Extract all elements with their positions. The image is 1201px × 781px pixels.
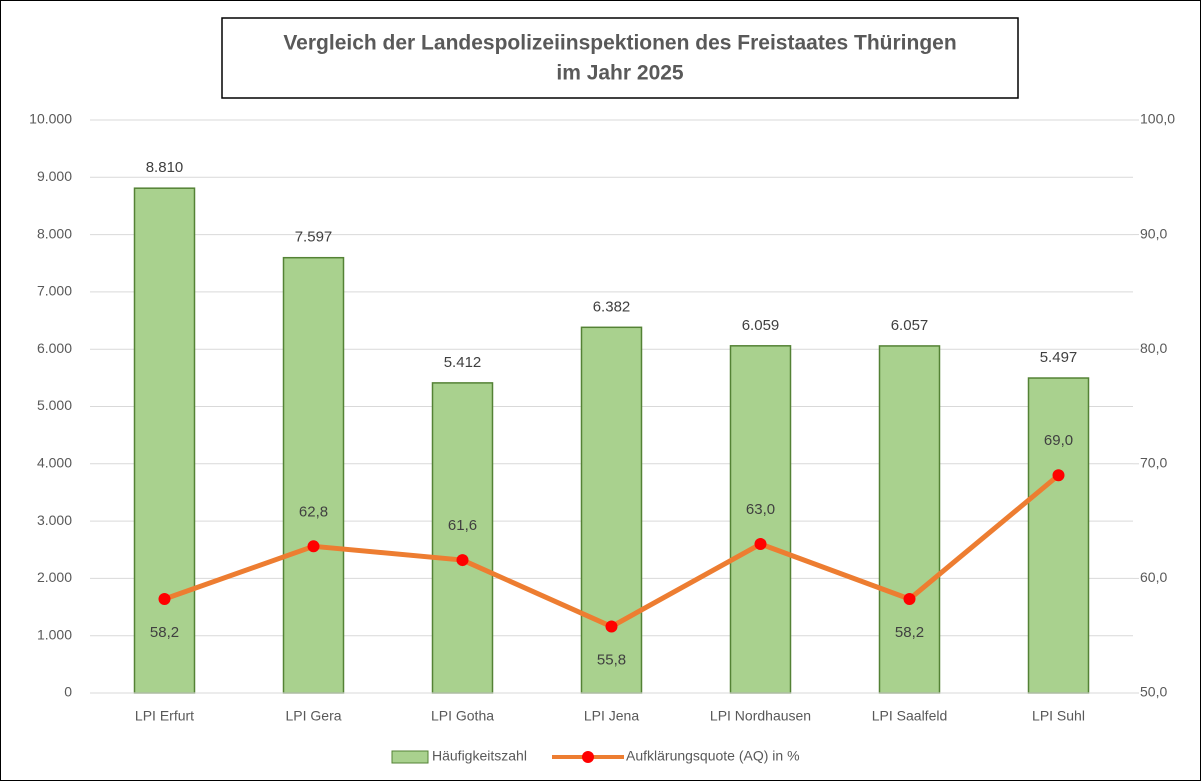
y-tick-label: 9.000	[37, 168, 72, 184]
line-marker	[158, 593, 171, 606]
y2-tick-label: 100,0	[1140, 111, 1175, 127]
x-tick-label: LPI Erfurt	[135, 708, 194, 724]
y-tick-label: 8.000	[37, 225, 72, 241]
data-label: 8.810	[146, 159, 184, 176]
y-tick-label: 2.000	[37, 569, 72, 585]
y-tick-label: 5.000	[37, 397, 72, 413]
x-tick-label: LPI Suhl	[1032, 708, 1085, 724]
legend-swatch	[391, 750, 429, 764]
data-label: 5.497	[1040, 349, 1078, 366]
line-marker	[903, 593, 916, 606]
data-label: 61,6	[448, 517, 477, 534]
y-tick-label: 10.000	[29, 111, 72, 127]
data-label: 62,8	[299, 503, 328, 520]
bar	[729, 345, 792, 694]
data-label: 7.597	[295, 229, 333, 246]
y-tick-label: 4.000	[37, 455, 72, 471]
y-tick-label: 3.000	[37, 512, 72, 528]
y-tick-label: 0	[64, 684, 72, 700]
data-label: 63,0	[746, 501, 775, 518]
x-tick-label: LPI Jena	[584, 708, 639, 724]
line-marker	[456, 554, 469, 567]
y2-tick-label: 50,0	[1140, 684, 1167, 700]
bar	[133, 187, 196, 694]
data-label: 6.382	[593, 298, 631, 315]
x-tick-label: LPI Saalfeld	[872, 708, 948, 724]
y-tick-label: 1.000	[37, 626, 72, 642]
bar	[580, 326, 643, 694]
data-label: 55,8	[597, 652, 626, 669]
chart-title: im Jahr 2025	[556, 62, 684, 85]
data-label: 6.057	[891, 317, 929, 334]
bar	[878, 345, 941, 694]
data-label: 6.059	[742, 317, 780, 334]
bar	[431, 382, 494, 694]
y2-tick-label: 80,0	[1140, 340, 1167, 356]
bar	[1027, 377, 1090, 694]
chart-title: Vergleich der Landespolizeiinspektionen …	[283, 32, 956, 55]
legend-marker	[582, 751, 594, 763]
x-tick-label: LPI Gotha	[431, 708, 494, 724]
data-label: 69,0	[1044, 432, 1073, 449]
y2-tick-label: 60,0	[1140, 569, 1167, 585]
legend-label: Aufklärungsquote (AQ) in %	[626, 748, 800, 764]
data-label: 58,2	[150, 624, 179, 641]
y-tick-label: 7.000	[37, 283, 72, 299]
line-marker	[605, 620, 618, 633]
bar	[282, 256, 345, 694]
y2-tick-label: 70,0	[1140, 455, 1167, 471]
y-tick-label: 6.000	[37, 340, 72, 356]
line-marker	[754, 538, 767, 551]
x-tick-label: LPI Nordhausen	[710, 708, 811, 724]
data-label: 58,2	[895, 624, 924, 641]
title-box	[221, 17, 1019, 99]
line-marker	[307, 540, 320, 553]
line-marker	[1052, 469, 1065, 482]
data-label: 5.412	[444, 354, 482, 371]
y2-tick-label: 90,0	[1140, 225, 1167, 241]
x-tick-label: LPI Gera	[285, 708, 341, 724]
legend-label: Häufigkeitszahl	[432, 748, 527, 764]
